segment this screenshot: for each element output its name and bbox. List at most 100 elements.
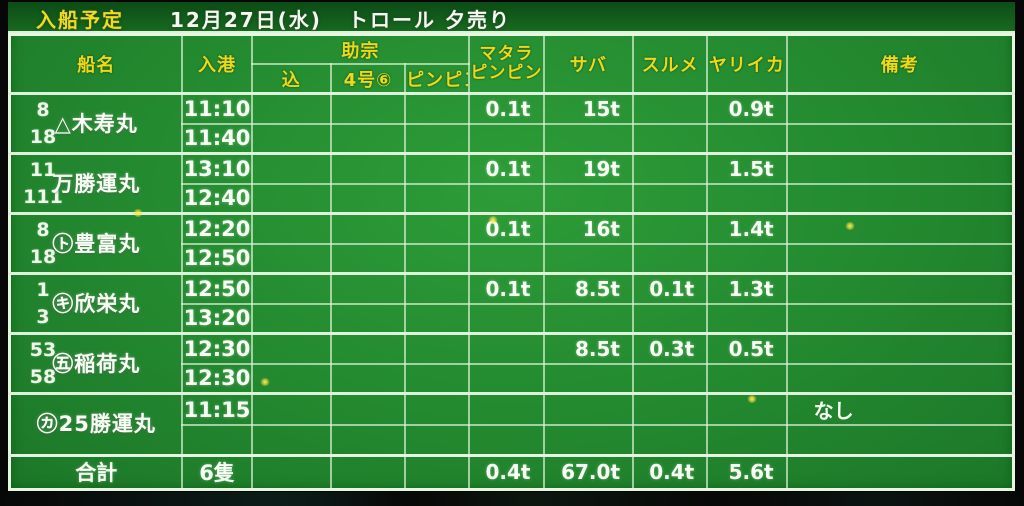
- col-header-remarks: 備考: [785, 33, 1015, 95]
- arrival-time: 12:50: [181, 272, 253, 305]
- yariika-value: 1.3t: [706, 272, 788, 305]
- saba-value: [542, 362, 634, 395]
- yariika-value: 0.9t: [706, 92, 788, 125]
- komi-value: [250, 152, 332, 185]
- komi-value: [250, 182, 332, 215]
- 4go-value: [329, 92, 407, 125]
- arrival-table: 船名 入港 助宗 マタラ ピンピン サバ スルメ ヤリイカ 備考 込 4号⑥ ピ…: [8, 33, 1015, 491]
- komi-value: [250, 272, 332, 305]
- yariika-value: 1.5t: [706, 152, 788, 185]
- saba-value: 15t: [542, 92, 634, 125]
- madara-value: [468, 182, 545, 215]
- pinpin-value: [404, 212, 471, 245]
- pair-number-bottom: 18: [29, 126, 57, 148]
- surume-value: [631, 182, 709, 215]
- ship-row: 53 58 ㊄稲荷丸 12:30 8.5t 0.3t 0.5t: [8, 332, 1015, 395]
- komi-value: [250, 242, 332, 275]
- yariika-value: [706, 182, 788, 215]
- arrival-time: 11:40: [181, 122, 253, 155]
- madara-line2: ピンピン: [470, 63, 543, 83]
- pinpin-value: [404, 302, 471, 335]
- col-header-komi: 込: [250, 63, 332, 95]
- pinpin-value: [404, 272, 471, 305]
- pinpin-value: [404, 242, 471, 275]
- pair-number-top: 8: [36, 219, 50, 241]
- 4go-value: [329, 122, 407, 155]
- yariika-value: [706, 362, 788, 395]
- 4go-value: [329, 242, 407, 275]
- total-saba: 67.0t: [542, 453, 634, 490]
- madara-value: [468, 302, 545, 335]
- remarks-value: なし: [785, 392, 1015, 426]
- ship-name-cell: 11 111 万勝運丸: [8, 152, 184, 215]
- ship-name: △木寿丸: [54, 111, 138, 136]
- total-label: 合計: [8, 453, 184, 490]
- komi-value: [250, 302, 332, 335]
- surume-value: [631, 92, 709, 125]
- total-row: 合計 6隻 0.4t 67.0t 0.4t 5.6t: [8, 453, 1015, 490]
- saba-value: [542, 392, 634, 426]
- arrival-time: 13:10: [181, 152, 253, 185]
- komi-value: [250, 332, 332, 365]
- arrival-time: 11:10: [181, 92, 253, 125]
- saba-value: [542, 424, 634, 456]
- 4go-value: [329, 152, 407, 185]
- pair-number-bottom: 3: [36, 306, 50, 328]
- col-header-4go: 4号⑥: [329, 63, 407, 95]
- madara-value: [468, 424, 545, 456]
- madara-line1: マタラ: [479, 44, 534, 64]
- surume-value: [631, 212, 709, 245]
- madara-value: [468, 332, 545, 365]
- komi-value: [250, 212, 332, 245]
- ship-name: ㋖欣栄丸: [52, 291, 141, 316]
- pair-number-top: 53: [29, 339, 57, 361]
- ship-name-cell: 8 18 △木寿丸: [8, 92, 184, 155]
- total-surume: 0.4t: [631, 453, 709, 490]
- madara-value: [468, 392, 545, 426]
- board-title: 入船予定: [36, 8, 124, 32]
- col-header-madara-pinpin: マタラ ピンピン: [468, 33, 545, 95]
- remarks-value: [785, 424, 1015, 456]
- remarks-value: [785, 242, 1015, 275]
- ship-row-second: 12:50: [10, 242, 1015, 275]
- saba-value: [542, 122, 634, 155]
- komi-value: [250, 92, 332, 125]
- total-remarks: [785, 453, 1015, 490]
- ship-name: ㋣豊富丸: [52, 231, 141, 256]
- sale-type-label: トロール 夕売り: [348, 8, 511, 32]
- ship-row-second: 12:30: [10, 362, 1015, 395]
- surume-value: [631, 392, 709, 426]
- saba-value: [542, 302, 634, 335]
- photo-bottom-noise: [0, 492, 1024, 506]
- ship-name-cell: ㋕25勝運丸: [8, 392, 184, 456]
- col-header-surume: スルメ: [631, 33, 709, 95]
- total-madara: 0.4t: [468, 453, 545, 490]
- yariika-value: 0.5t: [706, 332, 788, 365]
- saba-value: [542, 182, 634, 215]
- col-header-pinpin: ピンピン: [404, 63, 471, 95]
- ship-name-cell: 1 3 ㋖欣栄丸: [8, 272, 184, 335]
- pair-number-top: 8: [36, 99, 50, 121]
- komi-value: [250, 362, 332, 395]
- 4go-value: [329, 182, 407, 215]
- komi-value: [250, 392, 332, 426]
- 4go-value: [329, 362, 407, 395]
- yariika-value: [706, 392, 788, 426]
- 4go-value: [329, 392, 407, 426]
- surume-value: [631, 242, 709, 275]
- surume-value: [631, 424, 709, 456]
- col-header-yariika: ヤリイカ: [706, 33, 788, 95]
- pinpin-value: [404, 362, 471, 395]
- pair-number-top: 11: [29, 159, 57, 181]
- madara-value: 0.1t: [468, 212, 545, 245]
- pinpin-value: [404, 152, 471, 185]
- madara-value: [468, 242, 545, 275]
- pinpin-value: [404, 332, 471, 365]
- pair-number-bottom: 58: [29, 366, 57, 388]
- madara-value: 0.1t: [468, 272, 545, 305]
- total-4go: [329, 453, 407, 490]
- remarks-value: [785, 362, 1015, 395]
- ship-name-cell: 8 18 ㋣豊富丸: [8, 212, 184, 275]
- pinpin-value: [404, 92, 471, 125]
- arrival-time: 11:15: [181, 392, 253, 426]
